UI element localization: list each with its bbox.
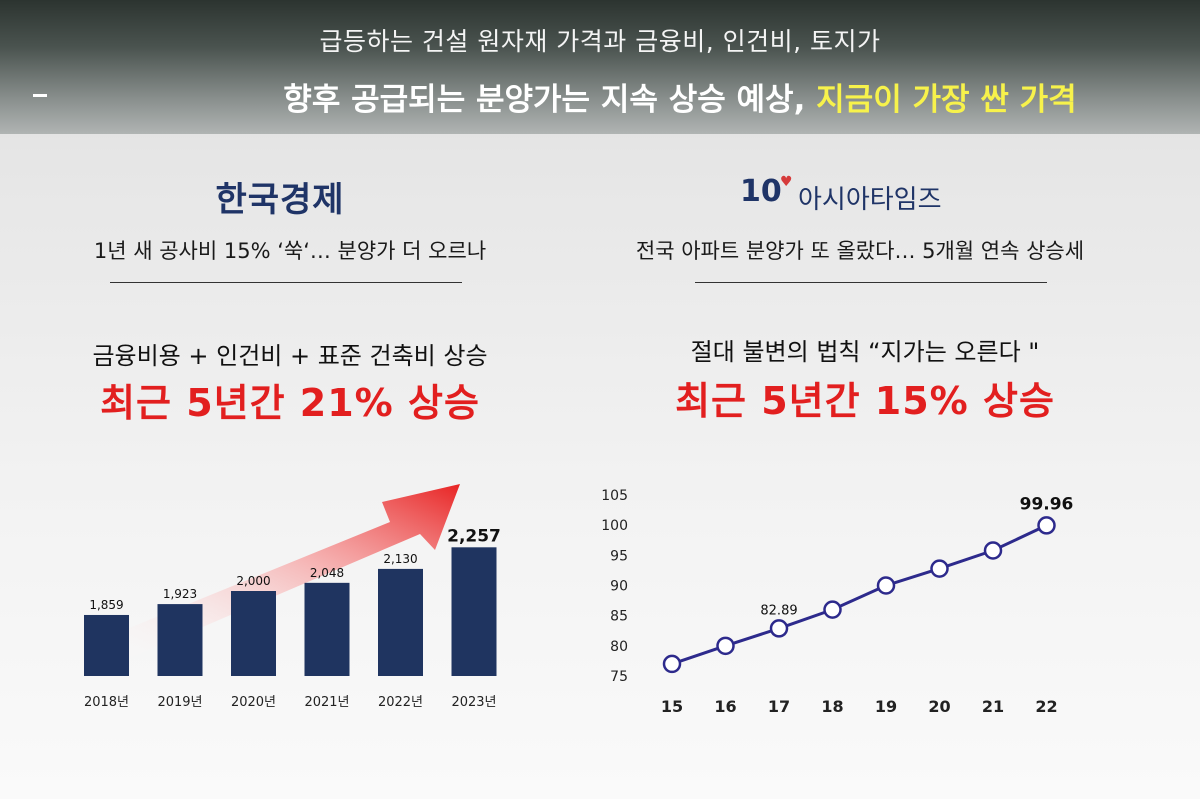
bar-value-label-1: 1,923 [163, 587, 197, 601]
banner-line2: 향후 공급되는 분양가는 지속 상승 예상, 지금이 가장 싼 가격 [160, 74, 1200, 119]
bar-category-label-0: 2018년 [84, 695, 129, 710]
right-subtitle: 절대 불변의 법칙 “지가는 오른다 " [690, 338, 1040, 366]
point-label-2: 82.89 [760, 603, 797, 618]
asiatimes-logo-text: 아시아타임즈 [798, 185, 942, 215]
right-divider [695, 282, 1047, 283]
banner-line2-main: 향후 공급되는 분양가는 지속 상승 예상, [283, 82, 817, 118]
bar-category-label-2: 2020년 [231, 695, 276, 710]
x-tick-label-2: 17 [768, 697, 790, 716]
y-tick-label-3: 90 [610, 579, 628, 595]
header-banner: 급등하는 건설 원자재 가격과 금융비, 인건비, 토지가 향후 공급되는 분양… [0, 0, 1200, 134]
banner-line1: 급등하는 건설 원자재 가격과 금융비, 인건비, 토지가 [319, 27, 881, 56]
left-headline: 1년 새 공사비 15% ‘쑥‘… 분양가 더 오르나 [93, 239, 487, 263]
data-point-4 [876, 576, 896, 595]
land-price-line-chart: 75 80 85 90 95 100 105 15 16 17 18 19 20 21 22 82.89 99.… [601, 488, 1074, 716]
bar-value-label-2: 2,000 [236, 574, 270, 588]
x-tick-label-5: 20 [928, 697, 950, 716]
bar-category-label-4: 2022년 [378, 695, 423, 710]
data-point-1 [716, 636, 735, 656]
x-tick-label-3: 18 [821, 697, 843, 716]
y-tick-label-5: 100 [601, 518, 628, 534]
bar-category-label-3: 2021년 [304, 695, 349, 710]
asiatimes-logo-number: 10 [740, 174, 782, 209]
banner-line2-highlight: 지금이 가장 싼 가격 [816, 82, 1077, 118]
heart-icon: ♥ [780, 174, 793, 190]
x-tick-label-0: 15 [661, 697, 683, 716]
hankyung-logo: 한국경제 [215, 180, 345, 220]
x-tick-label-4: 19 [875, 697, 897, 716]
y-tick-label-4: 95 [610, 548, 628, 564]
right-headline: 전국 아파트 분양가 또 올랐다… 5개월 연속 상승세 [635, 239, 1085, 263]
y-tick-label-1: 80 [610, 639, 628, 655]
bar-5 [451, 547, 497, 676]
bar-category-label-1: 2019년 [157, 695, 202, 710]
right-big-stat: 최근 5년간 15% 상승 [675, 379, 1055, 423]
bar-1 [157, 604, 203, 676]
series-line [671, 524, 1048, 666]
banner-dash [33, 94, 47, 97]
point-label-7: 99.96 [1020, 494, 1074, 514]
left-big-stat: 최근 5년간 21% 상승 [100, 381, 480, 425]
y-tick-label-2: 85 [610, 609, 628, 625]
asiatimes-logo: 10 ♥ 아시아타임즈 [740, 174, 1000, 215]
data-point-7 [1037, 516, 1056, 535]
data-point-5 [930, 559, 949, 578]
bar-value-label-4: 2,130 [383, 552, 417, 566]
x-tick-label-6: 21 [982, 697, 1004, 716]
data-point-2 [769, 619, 789, 638]
y-tick-label-6: 105 [601, 488, 628, 504]
bar-value-label-0: 1,859 [89, 598, 123, 612]
bar-value-label-3: 2,048 [310, 566, 344, 580]
x-tick-label-7: 22 [1035, 697, 1057, 716]
left-divider [110, 282, 462, 283]
construction-cost-bar-chart: 1,859 2018년 1,923 2019년 2,000 2020년 2,048 2021년… [84, 484, 501, 710]
bar-0 [84, 614, 129, 676]
bar-3 [304, 582, 350, 676]
bar-value-label-5: 2,257 [447, 526, 501, 546]
bar-4 [378, 568, 423, 676]
y-tick-label-0: 75 [610, 669, 628, 685]
data-point-0 [662, 654, 682, 674]
data-point-6 [983, 541, 1003, 560]
bar-category-label-5: 2023년 [451, 695, 496, 710]
left-subtitle: 금융비용 + 인건비 + 표준 건축비 상승 [92, 342, 488, 370]
data-point-3 [823, 600, 842, 619]
x-tick-label-1: 16 [714, 697, 736, 716]
bar-2 [231, 591, 276, 676]
